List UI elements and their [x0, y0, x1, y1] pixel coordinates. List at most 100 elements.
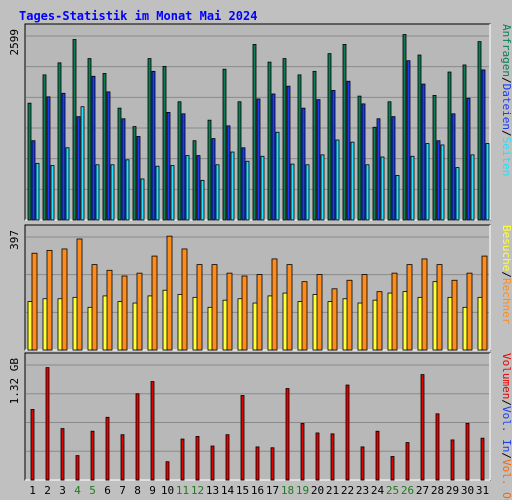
- bar-anfragen-day-31: [477, 41, 482, 221]
- bar-dateien-day-20: [316, 99, 321, 221]
- bar-rechner-day-2: [46, 249, 53, 351]
- bar-volumen-day-21: [330, 433, 335, 481]
- bar-anfragen-day-7: [117, 107, 122, 221]
- bar-rechner-day-1: [31, 252, 38, 351]
- bar-dateien-day-15: [241, 147, 246, 221]
- bar-anfragen-day-18: [282, 58, 287, 221]
- bar-seiten-day-22: [350, 141, 355, 221]
- bar-volumen-day-4: [75, 455, 80, 481]
- bar-rechner-day-30: [466, 272, 473, 351]
- bar-anfragen-day-25: [387, 101, 392, 221]
- bar-rechner-day-20: [316, 274, 323, 351]
- bar-volumen-day-9: [150, 381, 155, 481]
- bar-dateien-day-17: [271, 93, 276, 221]
- bar-volumen-day-17: [270, 447, 275, 481]
- bar-dateien-day-24: [376, 118, 381, 221]
- bar-dateien-day-29: [451, 113, 456, 221]
- bar-volumen-day-3: [60, 428, 65, 481]
- bar-rechner-day-15: [241, 275, 248, 351]
- chart-title: Tages-Statistik im Monat Mai 2024: [19, 9, 257, 23]
- bar-seiten-day-28: [440, 144, 445, 221]
- bar-seiten-day-1: [35, 162, 40, 221]
- bar-rechner-day-21: [331, 288, 338, 351]
- series-legend: Anfragen/Dateien/Seiten: [500, 24, 512, 176]
- bar-anfragen-day-14: [222, 68, 227, 221]
- x-axis-labels: 1 2 3 4 5 6 7 8 9 10 11 12 13 14 15 16 17 18 19 20 21 22 23 24 2…: [29, 484, 489, 497]
- y-max-label: 1.32 GB: [8, 358, 21, 405]
- bar-anfragen-day-29: [447, 71, 452, 221]
- bar-volumen-day-22: [345, 384, 350, 481]
- bar-dateien-day-5: [91, 75, 96, 221]
- bar-anfragen-day-27: [417, 54, 422, 221]
- bar-volumen-day-23: [360, 446, 365, 481]
- bar-anfragen-day-12: [192, 140, 197, 221]
- bar-dateien-day-11: [181, 113, 186, 221]
- bar-seiten-day-16: [260, 155, 265, 221]
- bar-rechner-day-31: [481, 255, 488, 351]
- bar-rechner-day-5: [91, 264, 98, 351]
- legend-entry: /: [500, 130, 512, 137]
- bar-dateien-day-18: [286, 85, 291, 221]
- legend-entry: Vol. Out: [500, 459, 512, 500]
- bar-volumen-day-2: [45, 367, 50, 481]
- bar-volumen-day-10: [165, 461, 170, 481]
- bar-anfragen-day-1: [27, 102, 32, 221]
- bar-dateien-day-12: [196, 155, 201, 221]
- bar-rechner-day-22: [346, 279, 353, 351]
- bar-rechner-day-24: [376, 291, 383, 351]
- bar-anfragen-day-9: [147, 58, 152, 221]
- bar-dateien-day-4: [76, 116, 81, 221]
- bar-anfragen-day-17: [267, 61, 272, 221]
- x-tick-label-25: 25: [386, 484, 399, 497]
- x-tick-label-11: 11: [176, 484, 189, 497]
- bar-seiten-day-13: [215, 164, 220, 221]
- x-tick-label-4: 4: [74, 484, 81, 497]
- x-tick-label-19: 19: [296, 484, 309, 497]
- bar-seiten-day-9: [155, 165, 160, 221]
- x-tick-label-5: 5: [89, 484, 96, 497]
- bar-dateien-day-13: [211, 138, 216, 221]
- bar-anfragen-day-30: [462, 64, 467, 221]
- bar-dateien-day-23: [361, 103, 366, 221]
- bar-seiten-day-17: [275, 131, 280, 221]
- bar-anfragen-day-6: [102, 73, 107, 221]
- bar-anfragen-day-8: [132, 126, 137, 221]
- x-tick-label-14: 14: [221, 484, 235, 497]
- bar-seiten-day-30: [470, 154, 475, 221]
- x-tick-label-6: 6: [104, 484, 111, 497]
- bar-anfragen-day-2: [42, 74, 47, 221]
- bar-dateien-day-9: [151, 70, 156, 221]
- legend-entry: Volumen: [500, 353, 512, 399]
- bar-anfragen-day-16: [252, 44, 257, 221]
- bar-rechner-day-9: [151, 255, 158, 351]
- bar-rechner-day-10: [166, 235, 173, 351]
- bar-seiten-day-2: [50, 165, 55, 221]
- legend-entry: /: [500, 452, 512, 459]
- bar-dateien-day-22: [346, 80, 351, 221]
- x-tick-label-22: 22: [341, 484, 354, 497]
- bar-seiten-day-8: [140, 178, 145, 221]
- series-legend: Volumen/Vol. In/Vol. Out: [500, 353, 512, 500]
- bar-volumen-day-1: [30, 409, 35, 481]
- bar-anfragen-day-28: [432, 94, 437, 221]
- bar-volumen-day-26: [405, 442, 410, 481]
- panel-visits: 397 Besuche/Rechner: [8, 224, 512, 351]
- x-tick-label-27: 27: [416, 484, 429, 497]
- x-tick-label-2: 2: [44, 484, 51, 497]
- legend-entry: Seiten: [500, 137, 512, 177]
- x-tick-label-26: 26: [401, 484, 414, 497]
- bar-seiten-day-5: [95, 164, 100, 221]
- bar-seiten-day-15: [245, 160, 250, 221]
- bar-dateien-day-2: [46, 96, 51, 221]
- bar-rechner-day-8: [136, 272, 143, 351]
- legend-entry: /: [500, 77, 512, 84]
- bar-dateien-day-8: [136, 136, 141, 221]
- bar-seiten-day-21: [335, 139, 340, 221]
- bar-volumen-day-18: [285, 388, 290, 481]
- x-tick-label-10: 10: [161, 484, 174, 497]
- bar-volumen-day-14: [225, 434, 230, 481]
- legend-entry: /: [500, 399, 512, 406]
- bar-dateien-day-7: [121, 118, 126, 221]
- bar-seiten-day-25: [395, 174, 400, 221]
